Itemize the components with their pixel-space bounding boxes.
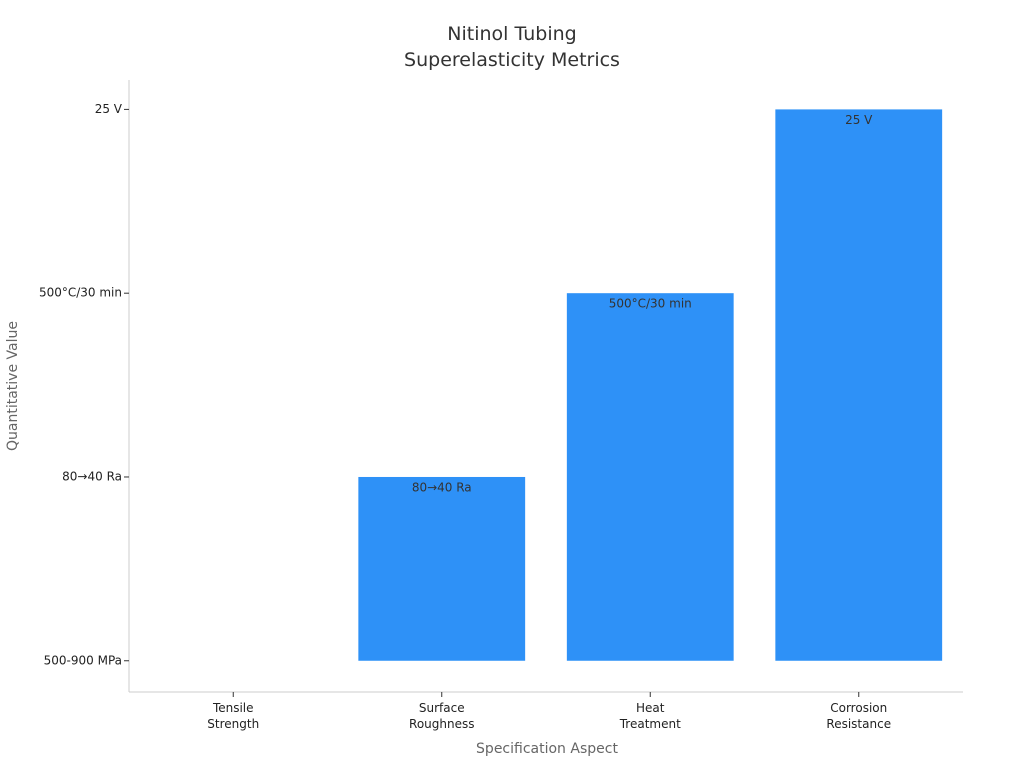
y-tick-label: 500-900 MPa xyxy=(44,653,122,667)
x-axis-title: Specification Aspect xyxy=(476,741,618,757)
x-tick-label: Tensile Strength xyxy=(207,701,260,731)
value-label: 25 V xyxy=(845,113,873,127)
x-tick-label: Heat Treatment xyxy=(619,701,681,731)
value-label: 500°C/30 min xyxy=(609,297,692,311)
bar xyxy=(775,109,943,661)
x-tick-label: Surface Roughness xyxy=(409,701,475,731)
x-tick-label: Corrosion Resistance xyxy=(826,701,892,731)
chart-title: Nitinol Tubing Superelasticity Metrics xyxy=(404,23,620,71)
bar xyxy=(358,476,526,661)
bar xyxy=(566,293,734,661)
value-label: 80→40 Ra xyxy=(412,480,472,494)
y-axis-title: Quantitative Value xyxy=(5,321,21,451)
y-tick-label: 80→40 Ra xyxy=(62,469,122,483)
y-tick-label: 25 V xyxy=(95,102,123,116)
y-tick-label: 500°C/30 min xyxy=(39,286,122,300)
